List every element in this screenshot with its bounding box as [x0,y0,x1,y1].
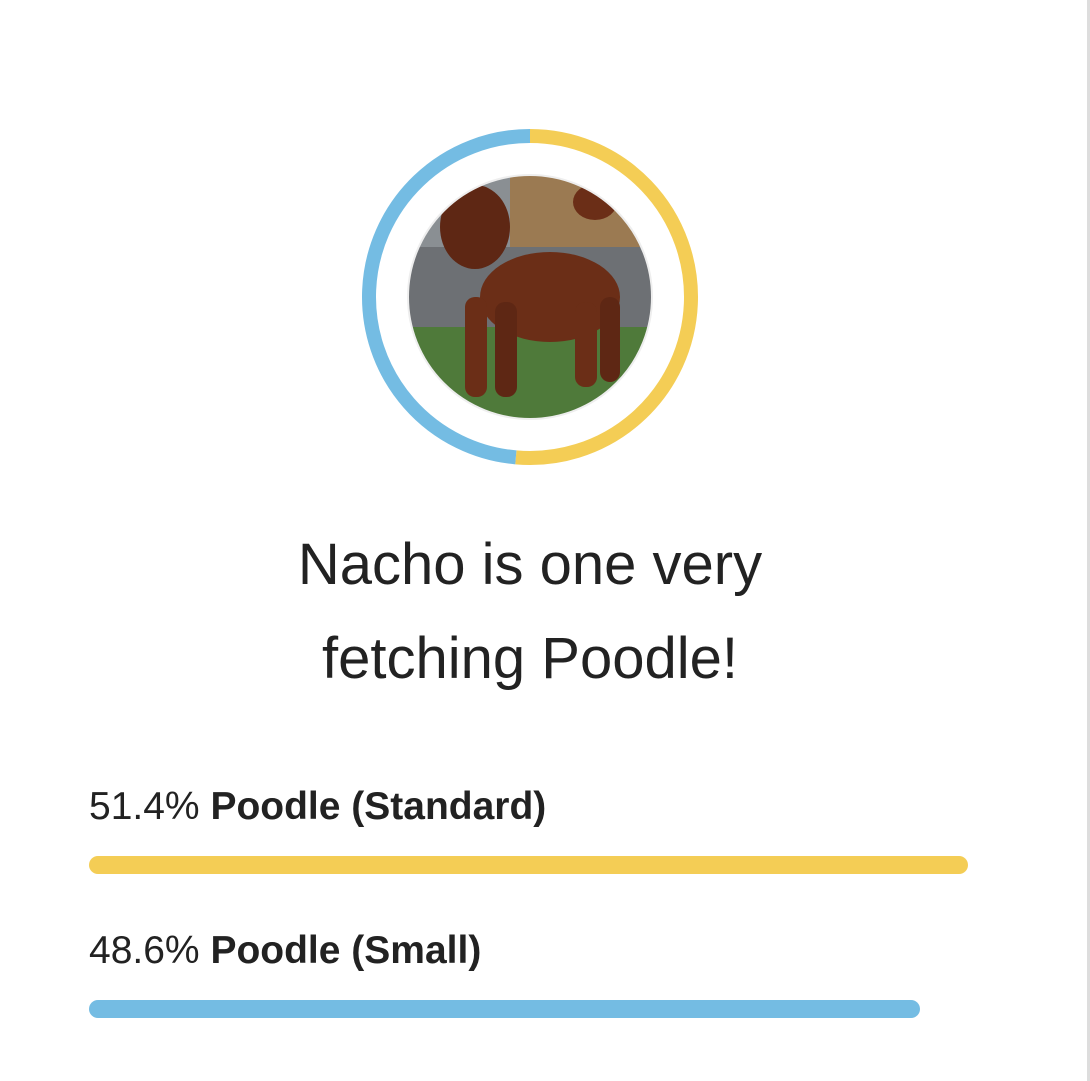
ring-segment-1 [362,129,531,465]
breed-percent: 48.6% [89,929,200,972]
dog-photo [408,175,652,419]
breed-bar [89,1000,921,1018]
scrollbar-edge [1087,0,1090,1081]
breed-row-small: 48.6% Poodle (Small) [89,929,921,1018]
breed-name: Poodle (Small) [210,929,482,972]
breed-bar [89,856,968,874]
breed-name: Poodle (Standard) [210,785,547,828]
breed-percent: 51.4% [89,785,200,828]
ring-segment-0 [515,129,698,465]
headline-line-2: fetching Poodle! [322,626,738,691]
breed-row-standard: 51.4% Poodle (Standard) [89,785,968,874]
headline-line-1: Nacho is one very [297,532,763,597]
headline: Nacho is one very fetching Poodle! [0,518,1060,706]
breed-ring-chart [362,129,698,465]
